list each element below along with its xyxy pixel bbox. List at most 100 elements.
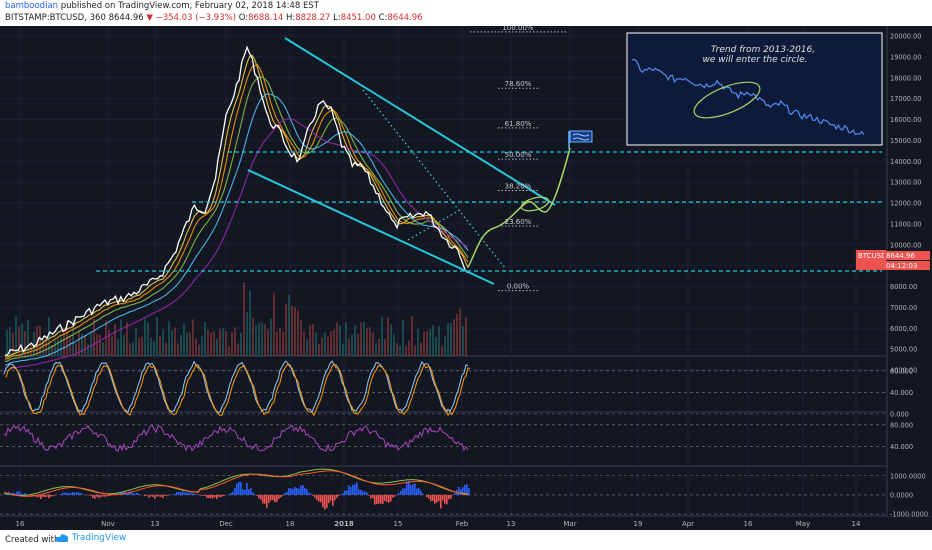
macd-histogram-bar: [212, 494, 214, 499]
macd-histogram-bar: [360, 489, 362, 495]
volume-bar: [54, 340, 56, 356]
price-tick-label: 5000.00: [890, 346, 917, 354]
macd-histogram-bar: [182, 491, 184, 495]
macd-histogram-bar: [62, 492, 64, 495]
macd-histogram-bar: [436, 494, 438, 503]
volume-bar: [72, 319, 74, 356]
price-tick-label: 19000.00: [890, 53, 921, 61]
moving-average-line: [4, 76, 469, 362]
fib-level-label: 61.80%: [505, 120, 532, 128]
macd-histogram-bar: [358, 489, 360, 495]
volume-bar: [210, 332, 212, 356]
macd-histogram-bar: [196, 494, 198, 495]
macd-histogram-bar: [72, 492, 74, 495]
macd-histogram-bar: [70, 492, 72, 495]
x-tick-label: May: [796, 520, 810, 528]
time-axis[interactable]: 16 Nov 13 Dec 18 2018 15 Feb 13 Mar 19 Apr 16 May 14: [16, 520, 861, 528]
volume-bar: [309, 325, 311, 356]
volume-bar: [102, 342, 104, 356]
volume-bar: [333, 329, 335, 356]
price-series: [4, 45, 469, 356]
macd-histogram-bar: [98, 494, 100, 499]
price-chart-canvas[interactable]: 100.00% 78.60% 61.80% 50.00% 38.20% 23.60% 0.0…: [0, 26, 932, 530]
volume-bar: [138, 337, 140, 356]
macd-histogram-bar: [418, 488, 420, 495]
moving-averages: [4, 54, 469, 372]
macd-histogram-bar: [154, 494, 156, 499]
macd-histogram-bar: [266, 494, 268, 509]
macd-histogram-bar: [322, 494, 324, 508]
x-tick-label: 13: [507, 520, 516, 528]
x-tick-label: 19: [634, 520, 643, 528]
volume-bar: [183, 323, 185, 356]
macd-histogram-bar: [204, 494, 206, 496]
macd-histogram-bar: [240, 481, 242, 495]
fib-retracement[interactable]: 100.00% 78.60% 61.80% 50.00% 38.20% 23.60% 0.0…: [470, 26, 566, 292]
channel-lower-line[interactable]: [247, 169, 495, 285]
macd-histogram-bar: [224, 494, 226, 496]
macd-histogram-bar: [64, 492, 66, 495]
volume-bar: [195, 338, 197, 356]
volume-bar: [285, 303, 287, 356]
macd-histogram-bar: [380, 494, 382, 504]
target-circle[interactable]: [520, 195, 550, 214]
volume-bar: [45, 336, 47, 356]
projection-curve[interactable]: [467, 147, 571, 268]
channel-upper-line[interactable]: [284, 37, 556, 206]
price-badge-symbol: BTCUSD: [858, 252, 887, 260]
volume-bar: [264, 324, 266, 356]
volume-bar: [414, 345, 416, 356]
volume-bar: [87, 344, 89, 356]
x-tick-label: 18: [286, 520, 295, 528]
volume-bar: [219, 328, 221, 356]
price-axis[interactable]: 20000.00 19000.00 18000.00 17000.00 16000.00…: [886, 26, 932, 519]
macd-histogram-bar: [92, 494, 94, 498]
macd-histogram-bar: [102, 494, 104, 497]
symbol-line: BITSTAMP:BTCUSD, 360 8644.96 ▼ −354.03 (…: [5, 13, 423, 24]
open-value: 8688.14: [248, 13, 284, 23]
macd-histogram-bar: [122, 491, 124, 495]
macd-histogram-bar: [420, 490, 422, 495]
macd-histogram-bar: [180, 492, 182, 495]
macd-histogram-bar: [128, 491, 130, 495]
volume-bar: [300, 320, 302, 356]
macd-histogram-bar: [90, 494, 92, 496]
close-value: 8644.96: [387, 13, 423, 23]
price-tick-label: 12000.00: [890, 200, 921, 208]
macd-histogram-bar: [256, 494, 258, 496]
macd-histogram-bar: [364, 491, 366, 495]
macd-histogram-bar: [432, 494, 434, 501]
volume-bar: [90, 332, 92, 356]
macd-histogram-bar: [96, 494, 98, 497]
volume-bar: [36, 326, 38, 356]
macd-histogram-bar: [460, 489, 462, 495]
down-arrow-icon: ▼: [146, 13, 153, 23]
author-link[interactable]: bamboodian: [5, 1, 59, 11]
volume-bar: [243, 282, 245, 356]
macd-histogram-bar: [286, 491, 288, 495]
macd-histogram-bar: [162, 494, 164, 499]
publish-line: bamboodian published on TradingView.com,…: [5, 1, 319, 12]
macd-histogram-bar: [388, 494, 390, 503]
volume-bar: [240, 333, 242, 356]
volume-bar: [153, 342, 155, 356]
volume-bar: [48, 317, 50, 356]
moving-average-line: [4, 54, 469, 358]
macd-histogram-bar: [348, 485, 350, 495]
macd-histogram-bar: [218, 494, 220, 497]
macd-histogram-bar: [250, 488, 252, 495]
high-value: 8828.27: [295, 13, 331, 23]
macd-histogram-bar: [346, 490, 348, 495]
macd-histogram-bar: [42, 494, 44, 497]
tradingview-link[interactable]: TradingView: [55, 533, 126, 543]
volume-bar: [27, 319, 29, 356]
macd-histogram-bar: [158, 494, 160, 497]
volume-bar: [186, 332, 188, 356]
macd-histogram-bar: [384, 494, 386, 501]
macd-histogram-bar: [24, 493, 26, 495]
x-tick-label: 14: [852, 520, 861, 528]
macd-histogram-bar: [280, 494, 282, 498]
volume-bar: [78, 331, 80, 356]
volume-bar: [378, 338, 380, 356]
dotted-support-line[interactable]: [407, 209, 461, 241]
